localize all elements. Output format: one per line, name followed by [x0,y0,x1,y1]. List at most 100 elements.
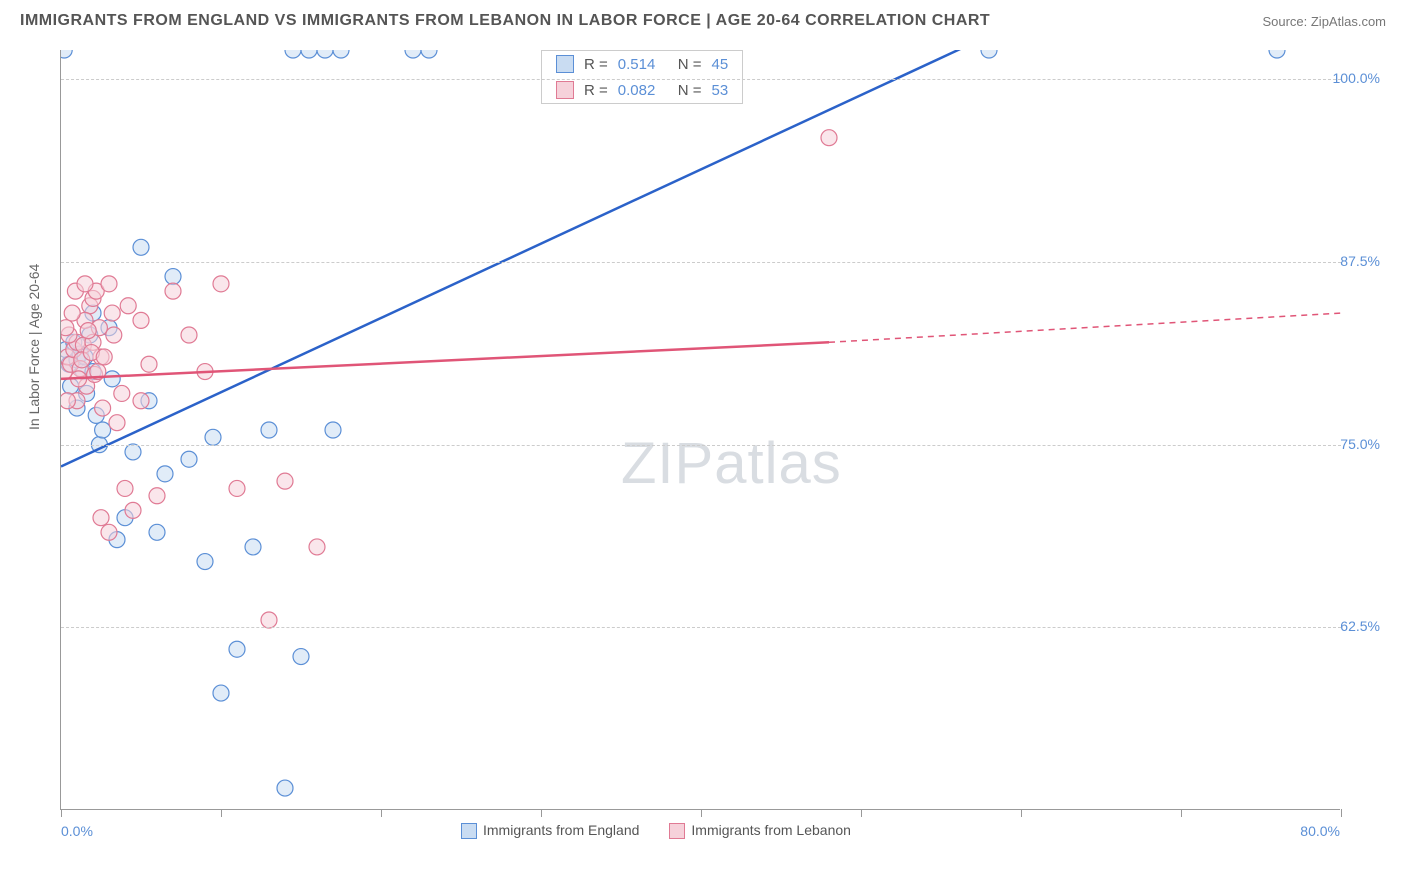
data-point [261,612,277,628]
data-point [133,393,149,409]
r-label: R = [584,82,608,99]
data-point [80,323,96,339]
data-point [309,539,325,555]
y-tick-label: 62.5% [1340,618,1380,634]
r-value: 0.514 [618,56,668,73]
data-point [277,473,293,489]
x-tick [1181,809,1182,817]
data-point [229,480,245,496]
x-tick [61,809,62,817]
r-value: 0.082 [618,82,668,99]
x-tick [1021,809,1022,817]
data-point [141,356,157,372]
y-tick-label: 100.0% [1333,70,1380,86]
data-point [421,50,437,58]
data-point [64,305,80,321]
data-point [149,524,165,540]
gridline-h [61,445,1341,446]
data-point [106,327,122,343]
y-tick-label: 75.0% [1340,436,1380,452]
data-point [325,422,341,438]
data-point [333,50,349,58]
legend-swatch [461,823,477,839]
gridline-h [61,262,1341,263]
legend-stat-row: R = 0.082 N = 53 [542,77,742,103]
data-point [245,539,261,555]
gridline-h [61,79,1341,80]
data-point [149,488,165,504]
data-point [101,276,117,292]
data-point [165,269,181,285]
data-point [205,429,221,445]
legend-label: Immigrants from England [483,822,639,838]
r-label: R = [584,56,608,73]
gridline-h [61,627,1341,628]
x-tick [541,809,542,817]
n-label: N = [678,56,702,73]
data-point [197,554,213,570]
chart-area: In Labor Force | Age 20-64 ZIPatlas 0.0%… [60,50,1380,840]
data-point [114,385,130,401]
trend-line [61,342,829,379]
x-tick [701,809,702,817]
data-point [229,641,245,657]
legend-top: R = 0.514 N = 45 R = 0.082 N = 53 [541,50,743,104]
data-point [61,50,72,58]
data-point [133,312,149,328]
data-point [301,50,317,58]
data-point [109,415,125,431]
legend-item: Immigrants from England [461,822,639,839]
data-point [165,283,181,299]
n-label: N = [678,82,702,99]
data-point [213,276,229,292]
data-point [101,524,117,540]
x-axis-min-label: 0.0% [61,823,93,839]
data-point [181,327,197,343]
y-tick-label: 87.5% [1340,253,1380,269]
data-point [61,393,75,409]
data-point [981,50,997,58]
trend-line [61,50,1021,467]
data-point [277,780,293,796]
legend-label: Immigrants from Lebanon [691,822,851,838]
data-point [125,502,141,518]
scatter-plot-svg [61,50,1341,810]
x-tick [381,809,382,817]
data-point [95,422,111,438]
data-point [285,50,301,58]
data-point [61,320,74,336]
data-point [181,451,197,467]
trend-line-extrapolated [829,313,1341,342]
data-point [93,510,109,526]
n-value: 53 [712,82,729,99]
data-point [104,305,120,321]
legend-swatch [669,823,685,839]
x-tick [1341,809,1342,817]
data-point [104,371,120,387]
data-point [120,298,136,314]
legend-item: Immigrants from Lebanon [669,822,851,839]
source-label: Source: ZipAtlas.com [1262,14,1386,29]
data-point [125,444,141,460]
x-axis-max-label: 80.0% [1300,823,1340,839]
data-point [261,422,277,438]
chart-title: IMMIGRANTS FROM ENGLAND VS IMMIGRANTS FR… [20,12,990,30]
legend-stat-row: R = 0.514 N = 45 [542,51,742,77]
data-point [293,649,309,665]
plot-box: In Labor Force | Age 20-64 ZIPatlas 0.0%… [60,50,1340,810]
data-point [133,239,149,255]
data-point [317,50,333,58]
data-point [1269,50,1285,58]
data-point [405,50,421,58]
data-point [117,480,133,496]
legend-swatch [556,81,574,99]
y-axis-title: In Labor Force | Age 20-64 [26,264,42,430]
data-point [157,466,173,482]
data-point [77,276,93,292]
data-point [213,685,229,701]
n-value: 45 [712,56,729,73]
data-point [95,400,111,416]
x-tick [861,809,862,817]
legend-bottom: Immigrants from England Immigrants from L… [461,822,851,839]
x-tick [221,809,222,817]
